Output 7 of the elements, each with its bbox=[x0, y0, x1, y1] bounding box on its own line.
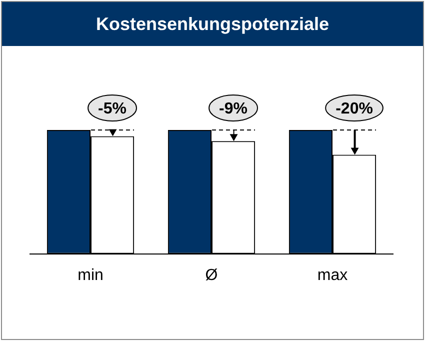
x-tick-label: max bbox=[317, 266, 348, 284]
x-tick-label: Ø bbox=[205, 266, 218, 284]
text: -9% bbox=[219, 100, 248, 118]
text: -20% bbox=[336, 100, 373, 118]
text: -5% bbox=[98, 100, 127, 118]
x-tick-label: min bbox=[78, 266, 104, 284]
chart-title: Kostensenkungspotenziale bbox=[2, 2, 423, 46]
